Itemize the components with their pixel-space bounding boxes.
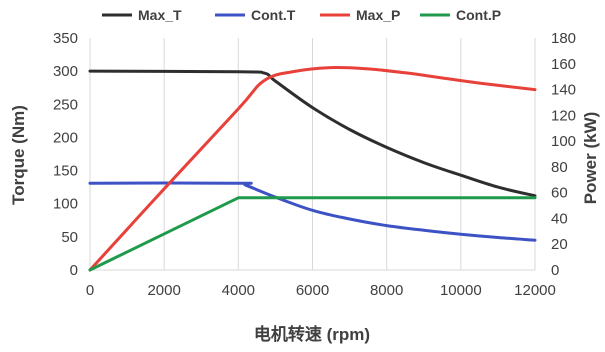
left-y-tick-label: 350	[53, 30, 78, 47]
legend-label-max-p: Max_P	[356, 7, 400, 23]
right-y-tick-label: 100	[551, 133, 576, 150]
series-line-cont-t	[88, 181, 537, 242]
left-y-tick-label: 100	[53, 196, 78, 213]
right-y-axis-title: Power (kW)	[581, 112, 600, 205]
x-tick-label: 12000	[514, 282, 556, 299]
left-y-tick-label: 50	[61, 229, 78, 246]
series-lines	[88, 66, 537, 272]
left-y-tick-label: 250	[53, 96, 78, 113]
series-line-max-p	[88, 66, 537, 272]
right-y-tick-label: 80	[551, 159, 568, 176]
right-y-tick-labels: 0 20 40 60 80 100 120 140 160 180	[551, 30, 576, 279]
grid-lines	[89, 38, 536, 271]
legend-label-cont-t: Cont.T	[251, 7, 296, 23]
right-y-tick-label: 140	[551, 82, 576, 99]
series-line-max-t	[88, 69, 537, 198]
right-y-tick-label: 160	[551, 56, 576, 73]
x-tick-label: 6000	[296, 282, 329, 299]
left-y-tick-label: 200	[53, 129, 78, 146]
left-y-tick-label: 0	[70, 262, 78, 279]
left-y-tick-label: 300	[53, 63, 78, 80]
x-tick-label: 4000	[222, 282, 255, 299]
left-y-tick-label: 150	[53, 163, 78, 180]
left-y-tick-labels: 0 50 100 150 200 250 300 350	[53, 30, 78, 279]
x-tick-label: 8000	[370, 282, 403, 299]
x-tick-label: 2000	[147, 282, 180, 299]
right-y-tick-label: 20	[551, 236, 568, 253]
right-y-tick-label: 180	[551, 30, 576, 47]
series-line-cont-p	[88, 196, 537, 272]
right-y-tick-label: 0	[551, 262, 559, 279]
legend-label-cont-p: Cont.P	[456, 7, 501, 23]
x-tick-label: 0	[86, 282, 94, 299]
x-axis-title: 电机转速 (rpm)	[254, 324, 370, 344]
legend-label-max-t: Max_T	[138, 7, 182, 23]
x-tick-labels: 0 2000 4000 6000 8000 10000 12000	[86, 282, 556, 299]
right-y-tick-label: 60	[551, 185, 568, 202]
right-y-tick-label: 40	[551, 210, 568, 227]
x-tick-label: 10000	[440, 282, 482, 299]
left-y-axis-title: Torque (Nm)	[9, 105, 28, 205]
legend: Max_T Cont.T Max_P Cont.P	[102, 7, 501, 23]
right-y-tick-label: 120	[551, 107, 576, 124]
